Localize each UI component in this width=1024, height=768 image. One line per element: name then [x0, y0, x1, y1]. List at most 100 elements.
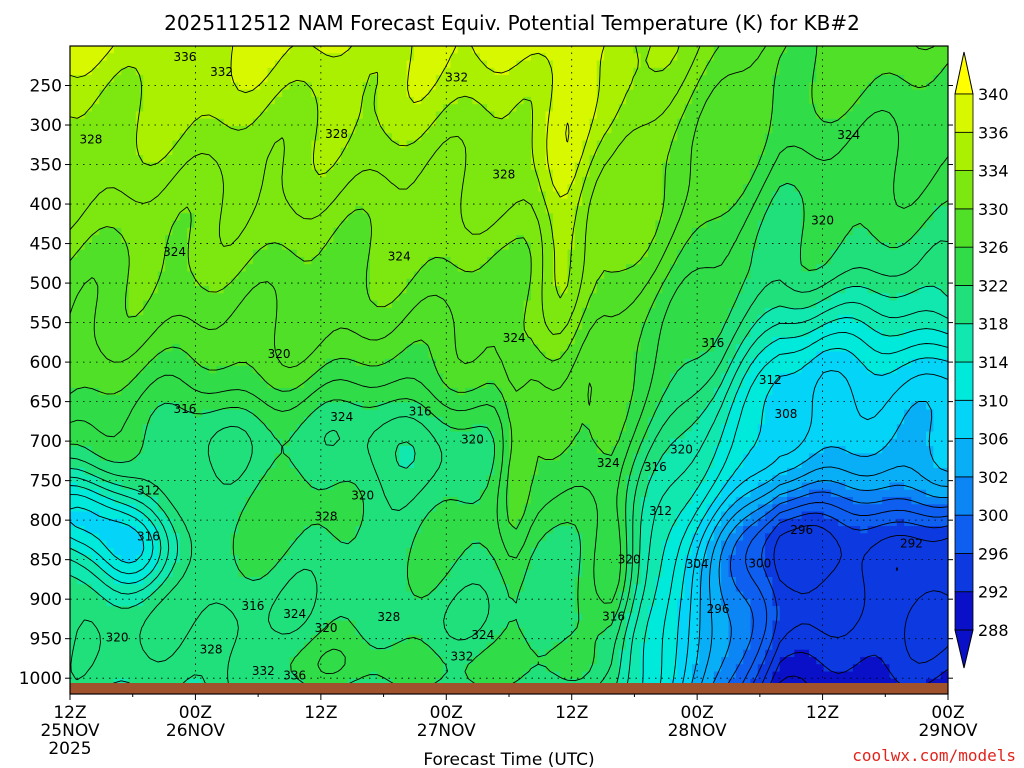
field-cell	[428, 300, 437, 309]
field-cell	[179, 67, 188, 76]
field-cell	[808, 111, 817, 120]
field-cell	[355, 53, 364, 62]
field-cell	[560, 89, 569, 98]
field-cell	[721, 336, 730, 345]
field-cell	[933, 169, 942, 178]
field-cell	[772, 198, 781, 207]
field-cell	[311, 344, 320, 353]
field-cell	[589, 256, 598, 265]
field-cell	[940, 118, 948, 127]
field-cell	[99, 104, 108, 113]
field-cell	[626, 126, 634, 134]
field-cell	[772, 315, 781, 324]
field-cell	[735, 133, 744, 142]
field-cell	[194, 213, 203, 222]
field-cell	[794, 300, 803, 309]
field-cell	[435, 336, 444, 345]
field-cell	[713, 184, 722, 193]
field-cell	[918, 162, 927, 171]
field-cell	[940, 133, 948, 142]
field-cell	[296, 336, 305, 345]
field-cell	[457, 286, 466, 294]
field-cell	[252, 147, 261, 156]
field-cell	[413, 293, 422, 302]
field-cell	[150, 75, 159, 83]
field-cell	[201, 104, 210, 113]
field-cell	[882, 249, 891, 258]
field-cell	[669, 60, 678, 69]
field-cell	[465, 315, 474, 324]
field-cell	[77, 315, 86, 324]
field-cell	[91, 300, 100, 309]
field-cell	[267, 293, 276, 302]
field-cell	[816, 227, 825, 236]
field-cell	[187, 169, 195, 178]
field-cell	[801, 75, 810, 83]
field-cell	[648, 46, 656, 54]
field-cell	[867, 307, 876, 316]
field-cell	[648, 329, 656, 338]
field-cell	[728, 126, 737, 134]
field-cell	[106, 198, 115, 207]
field-cell	[289, 344, 298, 353]
field-cell	[582, 206, 591, 214]
field-cell	[245, 191, 254, 200]
field-cell	[787, 67, 795, 76]
field-cell	[260, 322, 269, 331]
field-cell	[252, 60, 261, 69]
field-cell	[443, 89, 452, 98]
field-cell	[801, 206, 810, 214]
field-cell	[391, 307, 400, 316]
field-cell	[77, 184, 86, 193]
field-cell	[626, 60, 634, 69]
field-cell	[808, 60, 817, 69]
field-cell	[677, 184, 686, 193]
field-cell	[209, 126, 217, 134]
field-cell	[391, 220, 400, 229]
field-cell	[816, 235, 825, 243]
field-cell	[852, 126, 861, 134]
field-cell	[245, 227, 254, 236]
field-cell	[391, 46, 400, 54]
field-cell	[706, 249, 715, 258]
field-cell	[245, 300, 254, 309]
field-cell	[91, 133, 100, 142]
field-cell	[567, 271, 576, 280]
field-cell	[677, 293, 686, 302]
field-cell	[669, 336, 678, 345]
field-cell	[216, 249, 225, 258]
field-cell	[662, 235, 671, 243]
field-cell	[845, 278, 854, 287]
field-cell	[801, 300, 810, 309]
field-cell	[487, 162, 495, 171]
field-cell	[794, 162, 803, 171]
field-cell	[882, 184, 891, 193]
field-cell	[823, 133, 832, 142]
field-cell	[274, 300, 283, 309]
field-cell	[443, 336, 452, 345]
field-cell	[326, 147, 334, 156]
field-cell	[113, 242, 122, 251]
field-cell	[721, 249, 730, 258]
field-cell	[238, 271, 247, 280]
field-cell	[589, 96, 598, 105]
field-cell	[472, 242, 481, 251]
field-cell	[735, 126, 744, 134]
field-cell	[904, 307, 913, 316]
field-cell	[157, 111, 166, 120]
field-cell	[530, 111, 539, 120]
field-cell	[282, 133, 291, 142]
field-cell	[128, 235, 137, 243]
field-cell	[165, 271, 174, 280]
field-cell	[860, 111, 869, 120]
field-cell	[604, 67, 613, 76]
field-cell	[706, 307, 715, 316]
field-cell	[596, 242, 605, 251]
field-cell	[852, 206, 861, 214]
field-cell	[713, 53, 722, 62]
field-cell	[874, 286, 883, 294]
field-cell	[743, 213, 752, 222]
field-cell	[787, 118, 795, 127]
field-cell	[216, 96, 225, 105]
field-cell	[77, 118, 86, 127]
